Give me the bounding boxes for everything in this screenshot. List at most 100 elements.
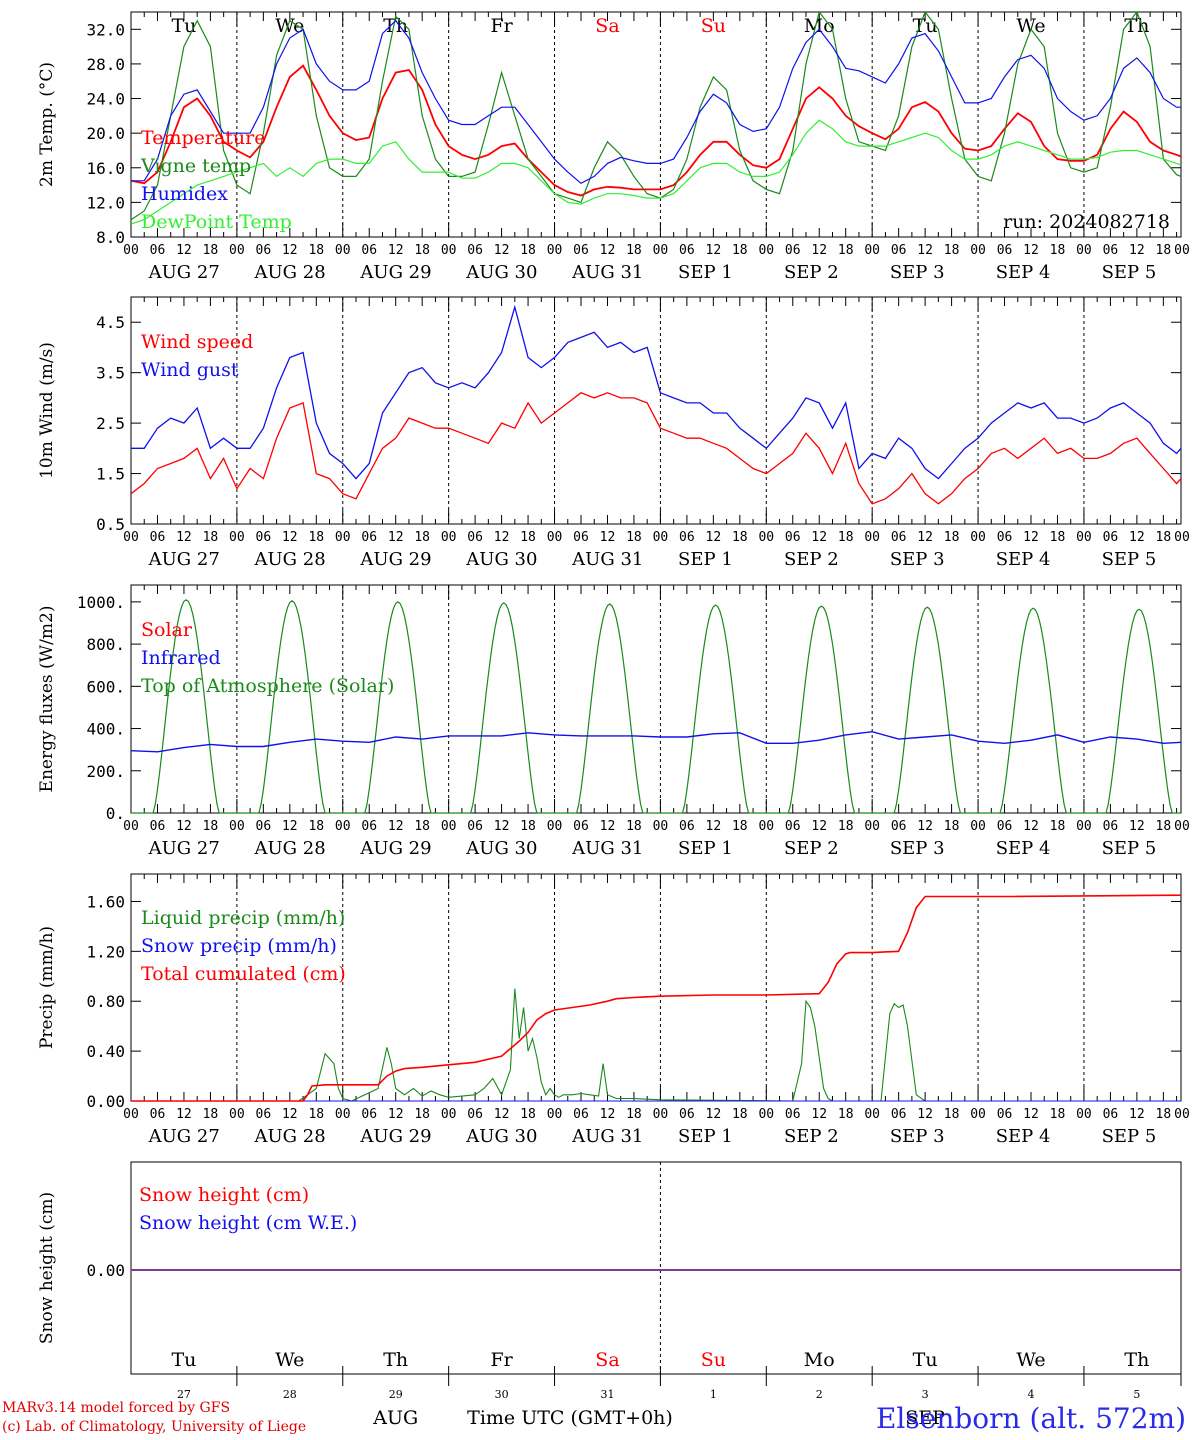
hour-tick-label: 12: [600, 530, 616, 545]
hour-tick-label: 06: [1103, 243, 1119, 258]
hour-tick-label: 18: [520, 819, 536, 834]
hour-tick-label: 00: [547, 243, 563, 258]
date-label: AUG 27: [148, 838, 220, 859]
day-number-label: 1: [710, 1388, 717, 1401]
hour-tick-label: 00: [229, 530, 245, 545]
hour-tick-label: 18: [732, 1107, 748, 1122]
hour-tick-label: 06: [573, 1107, 589, 1122]
hour-tick-label: 18: [1050, 819, 1066, 834]
legend-entry: Wind speed: [141, 331, 253, 353]
hour-tick-label: 12: [1023, 1107, 1039, 1122]
hour-tick-label: 18: [308, 530, 324, 545]
date-label: AUG 31: [571, 838, 643, 859]
hour-tick-label: 12: [388, 1107, 404, 1122]
hour-tick-label: 12: [917, 819, 933, 834]
hour-tick-label: 18: [838, 530, 854, 545]
day-number-label: 30: [495, 1388, 509, 1401]
weekday-label: Tu: [171, 1349, 196, 1371]
weekday-label: Sa: [595, 1349, 619, 1371]
weekday-label: Tu: [171, 15, 196, 37]
hour-tick-label: 12: [388, 530, 404, 545]
y-tick-label: 1000.: [77, 593, 125, 612]
series-line: [130, 392, 1182, 505]
weekday-label: We: [1016, 1349, 1045, 1371]
lab-credit: (c) Lab. of Climatology, University of L…: [2, 1419, 307, 1435]
date-label: SEP 5: [1102, 838, 1157, 859]
hour-tick-label: 12: [1023, 819, 1039, 834]
month-label: AUG: [372, 1407, 418, 1429]
date-label: SEP 4: [996, 1126, 1051, 1147]
hour-tick-label: 06: [679, 530, 695, 545]
hour-tick-label: 00: [229, 1107, 245, 1122]
series-line: [131, 988, 1181, 1102]
hour-tick-label: 18: [626, 243, 642, 258]
legend-entry: Wind gust: [141, 359, 239, 381]
date-label: SEP 1: [678, 262, 733, 283]
hour-tick-label: 18: [308, 1107, 324, 1122]
date-label: AUG 27: [148, 1126, 220, 1147]
hour-tick-label: 12: [917, 243, 933, 258]
hour-tick-label: 06: [679, 243, 695, 258]
hour-tick-label: 00: [970, 819, 986, 834]
date-label: SEP 1: [678, 838, 733, 859]
hour-tick-label: 06: [785, 819, 801, 834]
day-number-label: 31: [600, 1388, 614, 1401]
hour-tick-label: 06: [785, 530, 801, 545]
hour-tick-label: 00: [1174, 819, 1190, 834]
series-line: [130, 119, 1182, 225]
y-tick-label: 3.5: [96, 364, 125, 383]
hour-tick-label: 06: [150, 819, 166, 834]
hour-tick-label: 06: [1103, 1107, 1119, 1122]
series-line: [131, 599, 1181, 814]
hour-tick-label: 00: [1076, 530, 1092, 545]
legend-entry: Solar: [141, 619, 193, 641]
hour-tick-label: 00: [229, 819, 245, 834]
hour-tick-label: 18: [414, 1107, 430, 1122]
hour-tick-label: 06: [256, 819, 272, 834]
weekday-label: Tu: [913, 1349, 938, 1371]
hour-tick-label: 00: [864, 819, 880, 834]
hour-tick-label: 00: [864, 243, 880, 258]
date-label: AUG 29: [359, 262, 431, 283]
date-label: AUG 31: [571, 1126, 643, 1147]
hour-tick-label: 12: [1129, 530, 1145, 545]
weekday-label: Fr: [490, 15, 513, 37]
hour-tick-label: 12: [494, 819, 510, 834]
hour-tick-label: 00: [547, 819, 563, 834]
hour-tick-label: 12: [1129, 819, 1145, 834]
legend-entry: Liquid precip (mm/h): [141, 907, 345, 929]
panel-2: 0.5 1.5 2.5 3.5 4.5 10m Wind (m/s) Wind speed W…: [37, 296, 1190, 570]
hour-tick-label: 06: [256, 530, 272, 545]
hour-tick-label: 06: [891, 243, 907, 258]
y-tick-label: 1.20: [86, 942, 125, 961]
hour-tick-label: 06: [997, 243, 1013, 258]
hour-tick-label: 18: [203, 243, 219, 258]
hour-tick-label: 00: [123, 243, 139, 258]
date-label: SEP 5: [1102, 549, 1157, 570]
hour-tick-label: 12: [176, 1107, 192, 1122]
hour-tick-label: 06: [150, 1107, 166, 1122]
hour-tick-label: 00: [441, 530, 457, 545]
hour-tick-label: 18: [1156, 243, 1172, 258]
hour-tick-label: 12: [706, 530, 722, 545]
date-label: AUG 30: [465, 838, 537, 859]
day-number-label: 28: [283, 1388, 297, 1401]
hour-tick-label: 00: [758, 1107, 774, 1122]
y-tick-label: 0.40: [86, 1042, 125, 1061]
hour-tick-label: 06: [150, 243, 166, 258]
hour-tick-label: 06: [573, 819, 589, 834]
hour-tick-label: 06: [1103, 819, 1119, 834]
date-label: AUG 28: [254, 1126, 326, 1147]
hour-tick-label: 18: [520, 530, 536, 545]
y-axis-label: Precip (mm/h): [37, 926, 57, 1049]
date-label: SEP 1: [678, 1126, 733, 1147]
hour-tick-label: 12: [811, 530, 827, 545]
hour-tick-label: 00: [123, 819, 139, 834]
panel-1: 8.0 12.0 16.0 20.0 24.0 28.0 32.0 2m Temp. (°C)…: [37, 10, 1190, 283]
hour-tick-label: 18: [626, 819, 642, 834]
weekday-label: Th: [1124, 1349, 1149, 1371]
hour-tick-label: 06: [361, 1107, 377, 1122]
hour-tick-label: 00: [758, 530, 774, 545]
date-label: SEP 5: [1102, 1126, 1157, 1147]
